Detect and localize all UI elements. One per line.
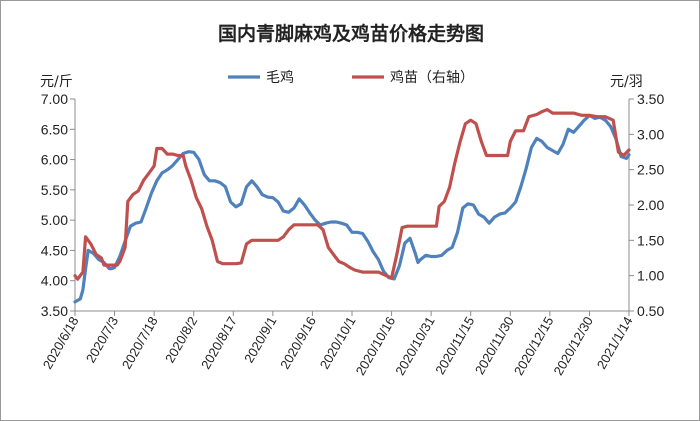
chart-title: 国内青脚麻鸡及鸡苗价格走势图: [218, 22, 484, 45]
y-right-tick-label: 1.50: [637, 232, 664, 248]
x-tick-label: 2020/12/15: [511, 314, 557, 378]
axes: 3.50 4.00 4.50 5.00 5.50 6.00 6.50 7.00 0.50 1.00…: [40, 91, 665, 378]
y-left-tick-label: 4.00: [41, 273, 68, 289]
legend-label-jimiao: 鸡苗（右轴）: [390, 69, 474, 86]
series-line-jimiao: [73, 108, 631, 281]
x-tick-label: 2020/7/3: [83, 314, 121, 365]
x-tick-label: 2020/12/30: [550, 314, 596, 378]
x-tick-label: 2021/1/14: [594, 314, 636, 372]
y-left-unit: 元/斤: [40, 74, 73, 90]
x-tick-label: 2020/7/18: [119, 314, 161, 372]
y-left-tick-label: 6.50: [41, 121, 68, 137]
y-right-unit: 元/羽: [610, 74, 643, 90]
y-left-tick-label: 3.50: [41, 303, 68, 319]
x-tick-label: 2020/9/1: [241, 314, 279, 365]
y-left-tick-label: 7.00: [41, 91, 68, 107]
x-tick-label: 2020/11/15: [432, 314, 477, 377]
y-right-tick-label: 3.00: [637, 126, 664, 142]
y-right-tick-label: 3.50: [637, 91, 664, 107]
y-left-tick-label: 5.00: [41, 212, 68, 228]
x-tick-label: 2020/8/17: [198, 314, 240, 372]
x-tick-label: 2020/11/30: [472, 314, 517, 377]
series-layer: [73, 108, 631, 304]
legend: 毛鸡 鸡苗（右轴）: [228, 69, 474, 86]
y-right-tick-label: 0.50: [637, 303, 664, 319]
x-tick-label: 2020/8/2: [162, 314, 200, 365]
y-left-tick-label: 5.50: [41, 182, 68, 198]
y-right-tick-label: 2.00: [637, 197, 664, 213]
y-left-tick-label: 4.50: [41, 242, 68, 258]
x-tick-label: 2020/10/1: [317, 314, 359, 372]
series-line-maoji: [73, 113, 631, 304]
x-tick-label: 2020/10/31: [392, 314, 438, 378]
x-tick-label: 2020/6/18: [40, 314, 82, 372]
x-tick-label: 2020/9/16: [277, 314, 319, 372]
y-right-tick-label: 1.00: [637, 268, 664, 284]
y-left-tick-label: 6.00: [41, 152, 68, 168]
legend-label-maoji: 毛鸡: [266, 69, 294, 86]
y-right-tick-label: 2.50: [637, 162, 664, 178]
x-tick-label: 2020/10/16: [353, 314, 399, 378]
